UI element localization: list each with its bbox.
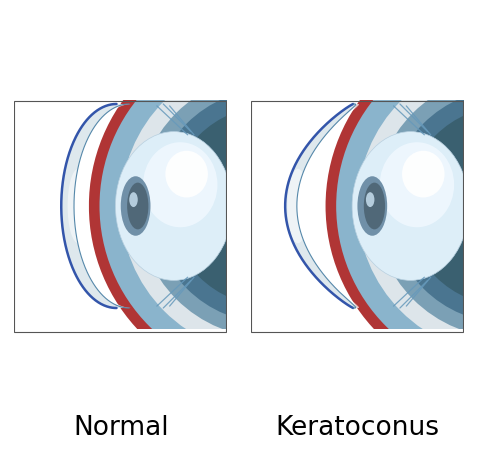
Text: Normal: Normal xyxy=(73,414,169,440)
Ellipse shape xyxy=(121,177,151,236)
Circle shape xyxy=(406,107,483,306)
Bar xyxy=(241,330,474,376)
Bar xyxy=(4,69,10,344)
Ellipse shape xyxy=(364,183,385,230)
Circle shape xyxy=(336,37,483,376)
Bar xyxy=(241,69,247,344)
Circle shape xyxy=(138,75,401,338)
Polygon shape xyxy=(61,105,129,308)
Circle shape xyxy=(170,107,369,306)
Circle shape xyxy=(121,58,418,355)
Ellipse shape xyxy=(352,132,469,281)
Ellipse shape xyxy=(143,143,217,228)
Ellipse shape xyxy=(366,193,374,207)
Bar xyxy=(4,58,238,101)
Polygon shape xyxy=(297,105,359,308)
Ellipse shape xyxy=(163,281,312,365)
Polygon shape xyxy=(74,105,132,308)
Ellipse shape xyxy=(165,151,208,198)
Circle shape xyxy=(389,90,483,323)
Ellipse shape xyxy=(68,169,89,244)
Ellipse shape xyxy=(163,47,312,132)
Ellipse shape xyxy=(115,132,232,281)
Circle shape xyxy=(374,75,483,338)
Bar xyxy=(241,58,474,101)
Ellipse shape xyxy=(127,183,148,230)
Text: Keratoconus: Keratoconus xyxy=(275,414,440,440)
Polygon shape xyxy=(285,105,356,308)
Bar xyxy=(4,330,238,376)
Ellipse shape xyxy=(287,169,309,244)
Circle shape xyxy=(99,37,440,376)
Ellipse shape xyxy=(402,151,444,198)
Circle shape xyxy=(89,26,450,387)
Circle shape xyxy=(326,26,483,387)
Ellipse shape xyxy=(380,143,454,228)
Ellipse shape xyxy=(129,193,138,207)
Ellipse shape xyxy=(400,47,483,132)
Circle shape xyxy=(153,90,386,323)
Ellipse shape xyxy=(357,177,387,236)
Ellipse shape xyxy=(400,281,483,365)
Circle shape xyxy=(357,58,483,355)
